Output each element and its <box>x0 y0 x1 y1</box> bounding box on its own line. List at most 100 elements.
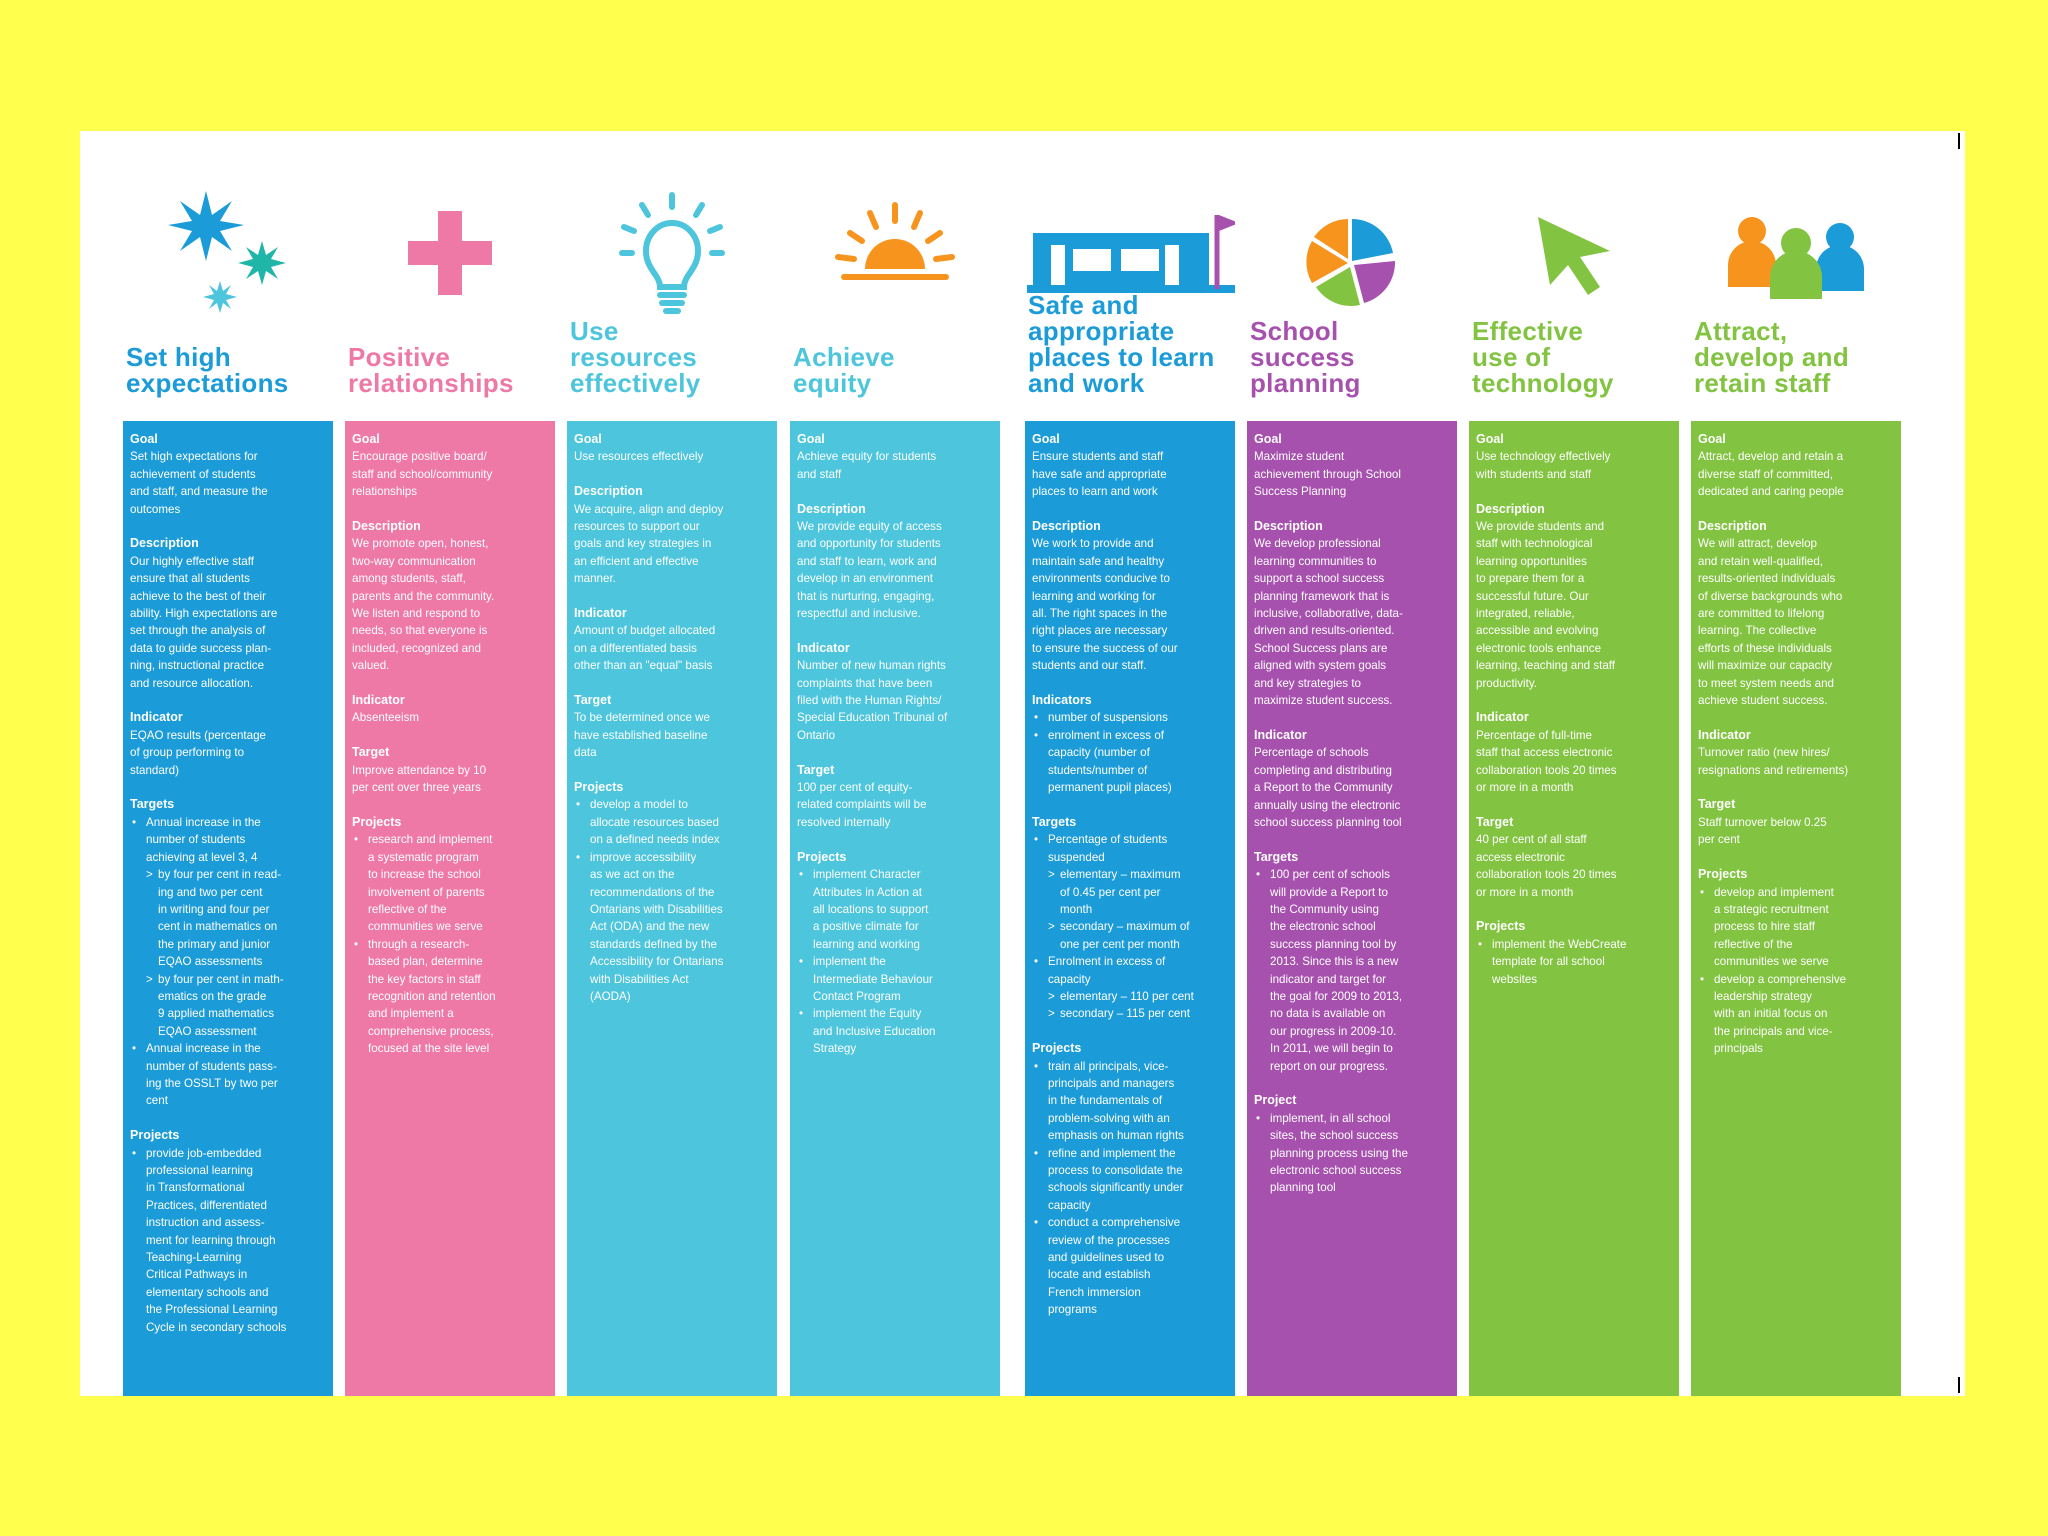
text-line: French immersion <box>1048 1285 1141 1299</box>
panel-section: Indicator Number of new human rights compl… <box>797 640 993 744</box>
text-line: indicator and target for <box>1270 972 1387 986</box>
panel-section: Indicator Turnover ratio (new hires/resig… <box>1698 727 1894 779</box>
text-line: We work to provide and <box>1032 537 1154 551</box>
text-line: sites, the school success <box>1270 1129 1399 1143</box>
text-line: students/number of <box>1048 763 1148 777</box>
bullet-list: develop and implement a strategic recruit… <box>1698 884 1894 1058</box>
bullet-item: develop a model to allocate resources bas… <box>574 796 770 848</box>
text-line: We provide equity of access <box>797 520 942 534</box>
section-text: Amount of budget allocated on a different… <box>574 622 770 674</box>
bullet-list: Percentage of students suspended elementar… <box>1032 831 1228 1023</box>
section-heading: Projects <box>1698 867 1748 882</box>
text-line: maintain safe and healthy <box>1032 554 1165 568</box>
text-line: Contact Program <box>813 989 901 1003</box>
bullet-item: refine and implement the process to conso… <box>1032 1145 1228 1215</box>
text-line: Set high expectations for <box>130 450 258 464</box>
title-line: Achieve <box>793 342 895 372</box>
text-line: Amount of budget allocated <box>574 624 716 638</box>
text-line: annually using the electronic <box>1254 798 1401 812</box>
text-line: staff and school/community <box>352 467 493 481</box>
text-line: efforts of these individuals <box>1698 641 1832 655</box>
text-line: implement Character <box>813 868 921 882</box>
section-heading: Goal <box>1032 432 1060 446</box>
bullet-list: implement Character Attributes in Action … <box>797 866 993 1057</box>
text-line: and staff to learn, work and <box>797 554 937 568</box>
text-line: websites <box>1492 972 1538 986</box>
text-line: We provide students and <box>1476 520 1605 534</box>
panel-section: Target 40 per cent of all staff access ele… <box>1476 814 1672 901</box>
text-line: 40 per cent of all staff <box>1476 833 1587 847</box>
bullet-item: train all principals, vice-principals an… <box>1032 1058 1228 1145</box>
section-heading: Description <box>797 501 866 516</box>
text-line: School Success plans are <box>1254 641 1388 655</box>
text-line: Staff turnover below 0.25 <box>1698 815 1827 829</box>
text-line: successful future. Our <box>1476 589 1589 603</box>
section-heading: Target <box>797 762 835 777</box>
text-line: instruction and assess- <box>146 1216 265 1230</box>
stars-icon <box>123 191 333 321</box>
title-line: develop and <box>1694 342 1849 372</box>
bullet-list: 100 per cent of schools will provide a Re… <box>1254 866 1450 1075</box>
text-line: Percentage of full-time <box>1476 728 1592 742</box>
panel-section: Goal Use resources effectively <box>574 431 770 466</box>
text-line: the key factors in staff <box>368 972 481 986</box>
text-line: by four per cent in math- <box>158 972 284 986</box>
text-line: and staff, and measure the <box>130 485 268 499</box>
text-line: conduct a comprehensive <box>1048 1216 1181 1230</box>
text-line: Number of new human rights <box>797 659 946 673</box>
title-line: places to learn <box>1028 342 1215 372</box>
text-line: and implement a <box>368 1007 454 1021</box>
bullet-item: provide job-embedded professional learnin… <box>130 1145 326 1336</box>
sub-bullet-list: elementary – maximum of 0.45 per cent per… <box>1048 866 1228 953</box>
text-line: secondary – maximum of <box>1060 920 1190 934</box>
cursor-arrow-icon <box>1469 191 1679 321</box>
text-line: related complaints will be <box>797 798 927 812</box>
section-heading: Indicator <box>797 640 850 655</box>
section-text: Encourage positive board/staff and schoo… <box>352 448 548 500</box>
text-line: the goal for 2009 to 2013, <box>1270 989 1403 1003</box>
panel-section: Description Our highly effective staff ens… <box>130 535 326 692</box>
text-line: Practices, differentiated <box>146 1198 267 1212</box>
section-text: Use technology effectively with students … <box>1476 448 1672 483</box>
text-line: involvement of parents <box>368 885 485 899</box>
panel-section: Description We promote open, honest, two-w… <box>352 518 548 675</box>
text-line: Success Planning <box>1254 485 1347 499</box>
text-line: process to consolidate the <box>1048 1164 1183 1177</box>
panel-section: Projects implement the WebCreate template … <box>1476 918 1672 988</box>
text-line: permanent pupil places) <box>1048 781 1172 795</box>
panel-section: Target 100 per cent of equity-related com… <box>797 762 993 832</box>
column-panel: Goal Use resources effectively Description… <box>567 421 777 1396</box>
text-line: to meet system needs and <box>1698 676 1834 690</box>
text-line: inclusive, collaborative, data- <box>1254 607 1403 621</box>
section-text: Ensure students and staff have safe and a… <box>1032 448 1228 500</box>
section-heading: Description <box>1254 519 1323 534</box>
panel-section: Goal Encourage positive board/staff and s… <box>352 431 548 501</box>
text-line: data to guide success plan- <box>130 641 272 655</box>
column-positive-relationships: Positive relationships Goal Encourage pos… <box>345 131 555 1396</box>
text-line: environments conducive to <box>1032 572 1170 586</box>
text-line: month <box>1060 902 1093 916</box>
title-line: success <box>1250 342 1355 372</box>
text-line: Attract, develop and retain a <box>1698 450 1844 464</box>
panel-section: Projects implement Character Attributes in… <box>797 849 993 1058</box>
column-achieve-equity: Achieve equity Goal Achieve equity for st… <box>790 131 1000 1396</box>
section-text: We provide equity of access and opportuni… <box>797 518 993 622</box>
text-line: focused at the site level <box>368 1042 490 1056</box>
text-line: number of students pass- <box>146 1059 277 1073</box>
school-building-icon <box>1025 211 1235 311</box>
section-text: Achieve equity for students and staff <box>797 448 993 483</box>
text-line: locate and establish <box>1048 1268 1151 1282</box>
text-line: We will attract, develop <box>1698 537 1817 551</box>
text-line: We listen and respond to <box>352 607 481 621</box>
text-line: with Disabilities Act <box>590 972 689 986</box>
text-line: Our highly effective staff <box>130 554 254 568</box>
section-text: Our highly effective staff ensure that al… <box>130 553 326 692</box>
text-line: number of suspensions <box>1048 711 1168 725</box>
bullet-item: implement the Equity and Inclusive Educat… <box>797 1005 993 1057</box>
text-line: in Transformational <box>146 1181 245 1195</box>
title-line: Attract, <box>1694 316 1788 346</box>
text-line: or more in a month <box>1476 781 1574 795</box>
bullet-list: number of suspensions enrolment in excess… <box>1032 709 1228 796</box>
text-line: Turnover ratio (new hires/ <box>1698 746 1830 760</box>
text-line: valued. <box>352 659 390 673</box>
